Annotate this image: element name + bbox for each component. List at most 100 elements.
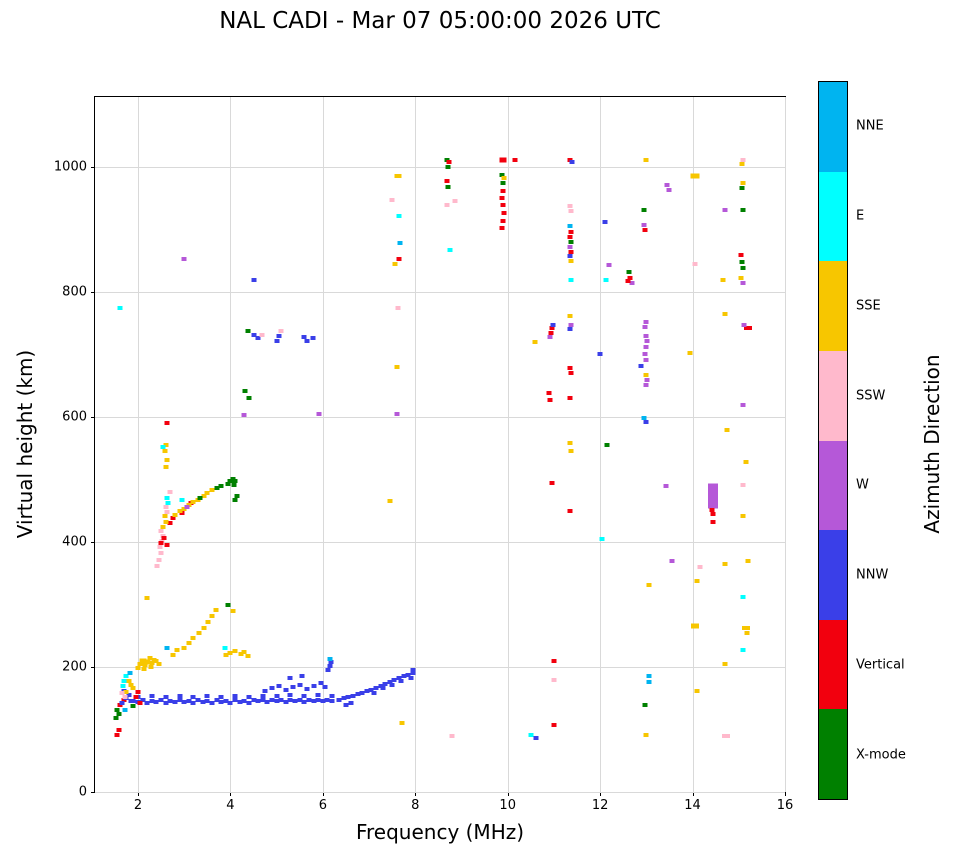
- data-point: [163, 505, 169, 509]
- gridline-y: [95, 167, 785, 168]
- data-point: [204, 694, 210, 699]
- data-point: [153, 658, 159, 663]
- colorbar-entry-label: NNW: [856, 567, 889, 583]
- data-point: [599, 536, 605, 541]
- x-tick-label: 10: [499, 798, 516, 813]
- gridline-x: [785, 97, 786, 792]
- y-tick-label: 600: [62, 409, 87, 425]
- data-point: [238, 651, 244, 656]
- data-point: [500, 219, 506, 224]
- data-point: [231, 482, 237, 487]
- gridline-x: [322, 97, 324, 792]
- data-point: [401, 674, 407, 679]
- data-point: [149, 698, 155, 703]
- x-tick-label: 2: [133, 798, 143, 813]
- data-point: [720, 277, 726, 282]
- data-point: [722, 207, 728, 212]
- data-point: [709, 507, 715, 512]
- data-point: [690, 623, 699, 629]
- colorbar-entry-label: Vertical: [856, 657, 905, 673]
- data-point: [499, 172, 505, 177]
- data-point: [642, 227, 648, 232]
- data-point: [137, 701, 143, 706]
- data-point: [274, 694, 280, 699]
- data-point: [642, 325, 648, 329]
- data-point: [190, 700, 196, 705]
- data-point: [301, 694, 307, 699]
- data-point: [130, 703, 136, 708]
- data-point: [301, 700, 307, 704]
- gridline-x: [600, 97, 602, 792]
- y-axis-label: Virtual height (km): [13, 349, 37, 539]
- data-point: [227, 479, 233, 484]
- data-point: [164, 510, 170, 514]
- data-point: [568, 322, 574, 327]
- data-point: [162, 449, 168, 454]
- data-point: [121, 678, 127, 683]
- data-point: [551, 722, 557, 727]
- y-tick-label: 1000: [53, 159, 87, 175]
- data-point: [395, 305, 401, 310]
- colorbar-entry-label: SSW: [856, 388, 886, 404]
- data-point: [197, 496, 203, 501]
- data-point: [567, 235, 573, 239]
- data-point: [629, 280, 635, 285]
- data-point: [292, 699, 298, 704]
- data-point: [287, 698, 293, 703]
- data-point: [548, 331, 554, 336]
- data-point: [255, 699, 261, 704]
- data-point: [567, 508, 573, 513]
- colorbar-entry-label: SSE: [856, 298, 881, 314]
- data-point: [316, 411, 322, 416]
- data-point: [269, 698, 275, 703]
- data-point: [232, 497, 238, 502]
- x-tick-label: 4: [226, 798, 235, 813]
- y-tick-mark: [91, 292, 95, 293]
- data-point: [444, 178, 450, 183]
- data-point: [740, 595, 746, 599]
- data-point: [141, 666, 147, 671]
- y-tick-mark: [91, 167, 95, 168]
- data-point: [130, 686, 136, 691]
- data-point: [625, 279, 631, 284]
- data-point: [642, 702, 648, 707]
- data-point: [643, 320, 649, 324]
- data-point: [603, 277, 609, 282]
- data-point: [241, 650, 247, 654]
- data-point: [373, 685, 379, 690]
- data-point: [740, 207, 746, 212]
- data-point: [142, 663, 148, 668]
- data-point: [567, 254, 573, 259]
- data-point: [311, 699, 317, 704]
- data-point: [163, 520, 169, 524]
- data-point: [329, 698, 335, 703]
- data-point: [214, 698, 220, 703]
- data-point: [283, 688, 289, 693]
- y-tick-label: 200: [62, 659, 87, 675]
- data-point: [160, 445, 166, 449]
- data-point: [694, 688, 700, 693]
- data-point: [396, 257, 402, 262]
- data-point: [740, 402, 746, 407]
- data-point: [213, 608, 219, 613]
- data-point: [697, 565, 702, 569]
- data-point: [646, 582, 652, 587]
- data-point: [232, 694, 238, 699]
- data-point: [550, 322, 556, 327]
- data-point: [745, 558, 751, 563]
- data-point: [567, 157, 573, 162]
- data-point: [568, 250, 574, 254]
- x-tick-label: 6: [318, 798, 327, 813]
- data-point: [740, 180, 746, 185]
- gridline-x: [507, 97, 509, 792]
- data-point: [205, 620, 211, 624]
- data-point: [626, 270, 632, 274]
- data-point: [140, 698, 146, 703]
- data-point: [123, 690, 129, 694]
- data-point: [135, 690, 141, 694]
- data-point: [184, 505, 189, 509]
- data-point: [740, 280, 746, 285]
- data-point: [327, 663, 333, 668]
- data-point: [500, 188, 506, 193]
- gridline-x: [230, 97, 232, 792]
